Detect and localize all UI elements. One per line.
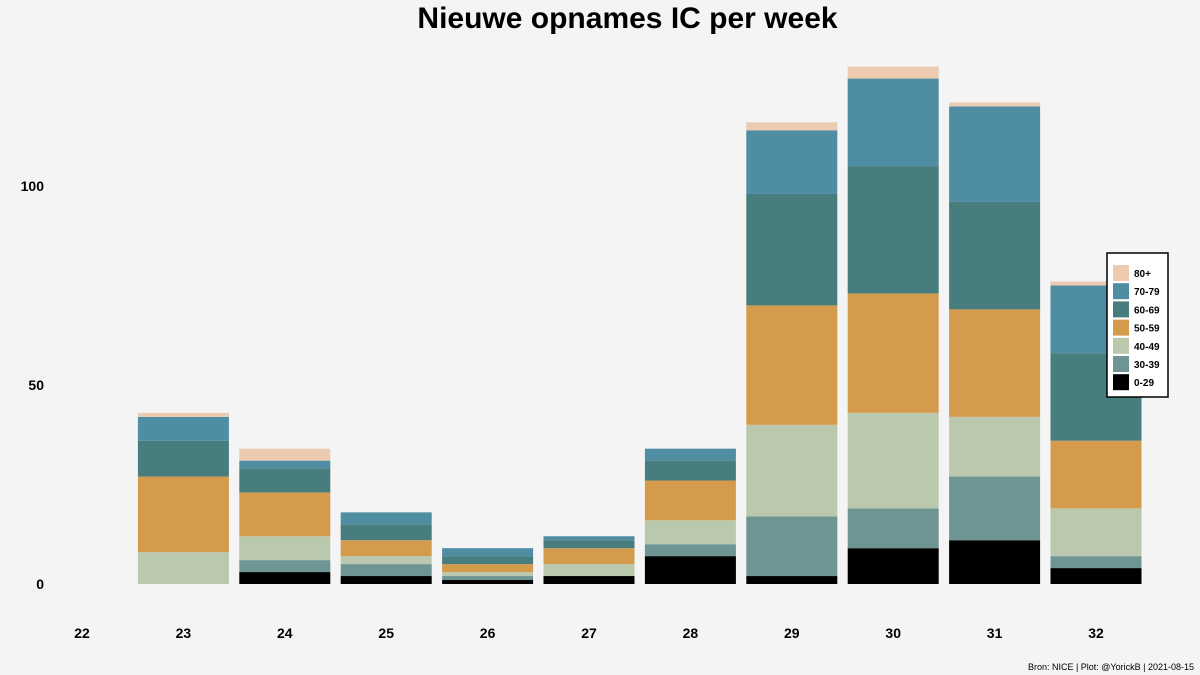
- bar-segment-0-29: [644, 556, 736, 584]
- bar-segment-40-49: [543, 564, 635, 577]
- bar-segment-50-59: [644, 480, 736, 521]
- bar-segment-60-69: [137, 440, 229, 477]
- bar-segment-0-29: [949, 540, 1041, 584]
- bar-segment-0-29: [847, 548, 939, 584]
- bar-segment-50-59: [746, 305, 838, 425]
- bar-segment-60-69: [949, 201, 1041, 310]
- bar-segment-70-79: [644, 448, 736, 461]
- x-tick-label: 31: [987, 625, 1003, 641]
- bar-segment-40-49: [1050, 508, 1142, 557]
- legend-swatch: [1113, 319, 1129, 336]
- x-tick-label: 29: [784, 625, 800, 641]
- bar-segment-60-69: [340, 524, 432, 541]
- chart-title: Nieuwe opnames IC per week: [417, 2, 838, 35]
- bar-segment-50-59: [137, 476, 229, 553]
- legend-label: 70-79: [1134, 287, 1160, 298]
- bar-segment-70-79: [847, 78, 939, 167]
- bar-segment-80+: [949, 102, 1041, 107]
- bar-segment-50-59: [1050, 440, 1142, 509]
- bar-segment-70-79: [137, 416, 229, 441]
- x-tick-label: 32: [1088, 625, 1104, 641]
- bar-segment-70-79: [949, 106, 1041, 202]
- bar-segment-50-59: [847, 293, 939, 413]
- bar-segment-70-79: [746, 130, 838, 194]
- bar-segment-30-39: [847, 508, 939, 549]
- bar-segment-30-39: [644, 544, 736, 557]
- bar-segment-50-59: [239, 492, 331, 537]
- bar-segment-70-79: [239, 460, 331, 469]
- legend-swatch: [1113, 265, 1129, 281]
- bar-segment-40-49: [137, 552, 229, 584]
- bar-segment-80+: [239, 448, 331, 461]
- bar-segment-0-29: [746, 576, 838, 584]
- bar-segment-30-39: [949, 476, 1041, 541]
- bar-segment-50-59: [340, 540, 432, 557]
- legend-swatch: [1113, 283, 1129, 300]
- y-tick-label: 100: [21, 178, 45, 194]
- legend-label: 30-39: [1134, 360, 1160, 371]
- bar-segment-50-59: [949, 309, 1041, 417]
- bar-segment-40-49: [746, 424, 838, 517]
- x-tick-label: 28: [683, 625, 699, 641]
- bar-segment-80+: [847, 66, 939, 79]
- source-caption: Bron: NICE | Plot: @YorickB | 2021-08-15: [1027, 662, 1194, 672]
- bar-segment-50-59: [442, 564, 534, 573]
- bar-segment-50-59: [543, 548, 635, 565]
- x-axis: 22 23 24 25 26 27 28 29 30 31 32: [74, 625, 1104, 641]
- bar-segment-40-49: [847, 412, 939, 509]
- x-tick-label: 24: [277, 625, 293, 641]
- bar-segment-70-79: [442, 548, 534, 557]
- bar-segment-60-69: [746, 193, 838, 306]
- legend: 80+ 70-79 60-69 50-59 40-49 30-39 0-29: [1106, 252, 1169, 398]
- legend-swatch: [1113, 337, 1129, 354]
- bar-segment-70-79: [543, 536, 635, 541]
- x-tick-label: 22: [74, 625, 90, 641]
- bar-segment-60-69: [543, 540, 635, 549]
- bar-segment-40-49: [442, 572, 534, 577]
- y-axis: 0 50 100: [21, 178, 45, 592]
- bar-segment-60-69: [442, 556, 534, 565]
- bar-segment-0-29: [1050, 568, 1142, 584]
- bar-segment-70-79: [340, 512, 432, 525]
- x-tick-label: 23: [176, 625, 192, 641]
- bar-segment-30-39: [1050, 556, 1142, 569]
- bar-segment-30-39: [746, 516, 838, 577]
- legend-swatch: [1113, 356, 1129, 372]
- x-tick-label: 25: [378, 625, 394, 641]
- x-tick-label: 26: [480, 625, 496, 641]
- bar-segment-40-49: [644, 520, 736, 545]
- legend-label: 40-49: [1134, 342, 1160, 353]
- legend-label: 0-29: [1134, 378, 1154, 389]
- bar-segment-30-39: [340, 564, 432, 577]
- bar-segment-60-69: [644, 460, 736, 481]
- x-tick-label: 30: [885, 625, 901, 641]
- bar-segment-80+: [1050, 281, 1142, 286]
- bar-segment-60-69: [239, 468, 331, 493]
- legend-swatch: [1113, 301, 1129, 318]
- bar-segment-0-29: [543, 576, 635, 584]
- legend-label: 80+: [1134, 269, 1151, 280]
- legend-swatch: [1113, 374, 1129, 391]
- legend-label: 50-59: [1134, 324, 1160, 335]
- bar-segment-0-29: [442, 580, 534, 584]
- bar-segment-30-39: [239, 560, 331, 573]
- x-tick-label: 27: [581, 625, 597, 641]
- bar-segment-60-69: [847, 166, 939, 294]
- legend-label: 60-69: [1134, 305, 1160, 316]
- bar-segment-80+: [746, 122, 838, 131]
- bars: [137, 66, 1142, 584]
- bar-segment-30-39: [442, 576, 534, 581]
- bar-segment-0-29: [239, 572, 331, 584]
- bar-segment-0-29: [340, 576, 432, 584]
- bar-segment-40-49: [949, 416, 1041, 477]
- bar-segment-80+: [137, 412, 229, 417]
- y-tick-label: 0: [36, 576, 44, 592]
- bar-segment-40-49: [340, 556, 432, 565]
- bar-segment-40-49: [239, 536, 331, 561]
- y-tick-label: 50: [28, 377, 44, 393]
